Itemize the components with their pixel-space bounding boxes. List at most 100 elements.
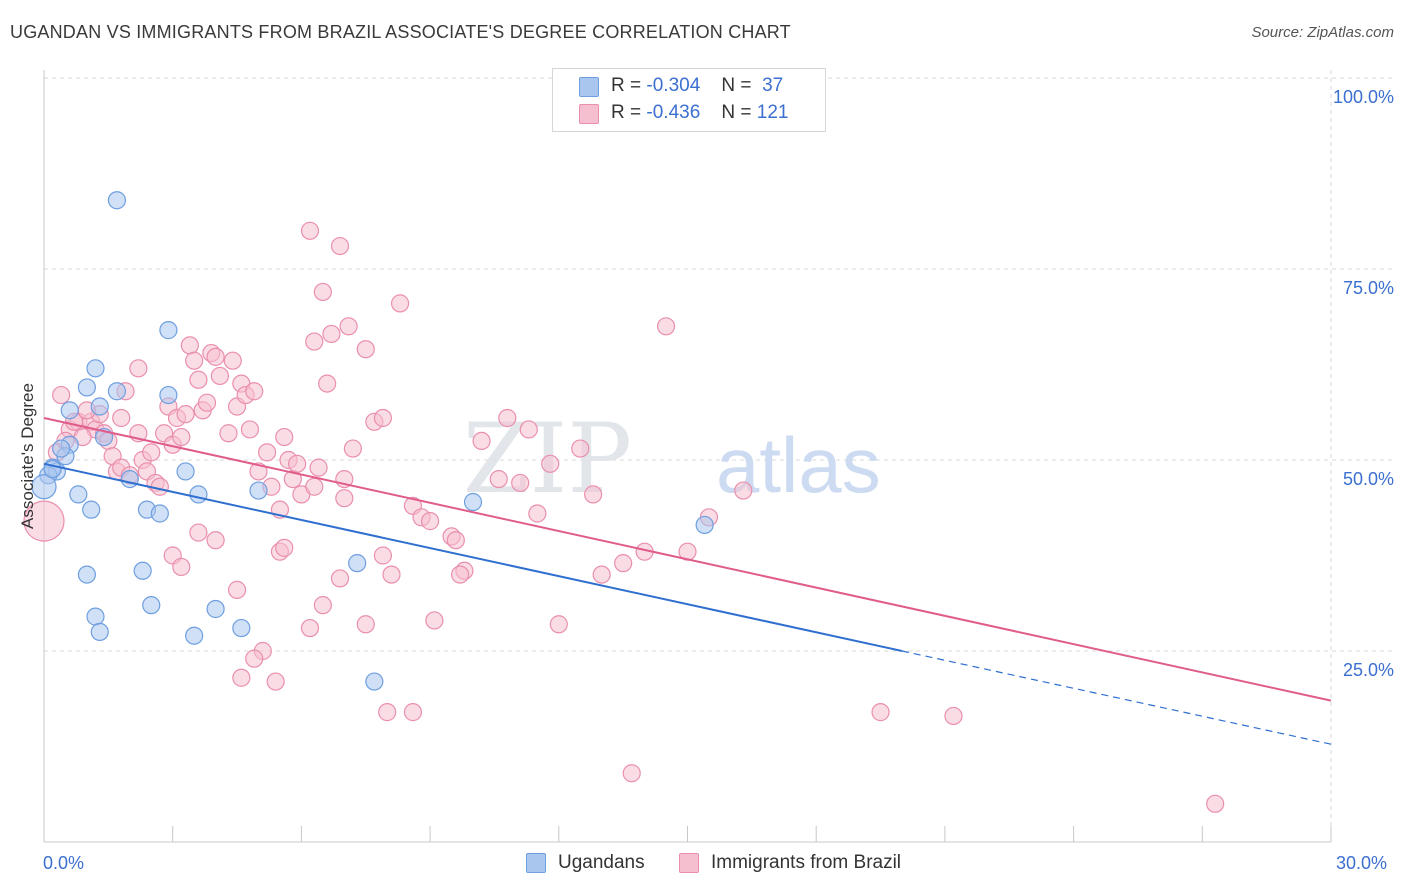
- point-ugandans: [90, 397, 109, 416]
- point-brazil: [227, 580, 247, 599]
- point-brazil: [266, 672, 285, 691]
- point-brazil: [245, 382, 264, 401]
- chart-source: Source: ZipAtlas.com: [1251, 24, 1394, 41]
- point-brazil: [511, 473, 530, 493]
- point-brazil: [373, 408, 393, 428]
- point-ugandans: [90, 622, 109, 642]
- point-brazil: [249, 462, 268, 481]
- point-brazil: [305, 332, 324, 351]
- point-brazil: [944, 706, 963, 726]
- swatch-brazil: [579, 104, 599, 124]
- swatch-ugandans: [579, 77, 599, 97]
- point-brazil: [142, 443, 161, 462]
- point-brazil: [219, 424, 238, 443]
- r-value: -0.436: [646, 102, 701, 123]
- r-label: R =: [611, 75, 642, 96]
- point-brazil: [318, 374, 337, 393]
- point-ugandans: [695, 515, 714, 535]
- point-brazil: [356, 615, 375, 634]
- point-brazil: [519, 420, 538, 439]
- swatch-ugandans: [526, 853, 546, 873]
- legend-label-brazil: Immigrants from Brazil: [711, 852, 902, 873]
- point-brazil: [871, 703, 890, 722]
- point-ugandans: [77, 565, 97, 584]
- point-ugandans: [150, 504, 169, 523]
- point-brazil: [356, 340, 375, 359]
- point-ugandans: [159, 321, 178, 340]
- point-brazil: [549, 615, 568, 634]
- point-brazil: [339, 317, 358, 336]
- point-ugandans: [82, 500, 101, 519]
- point-brazil: [300, 221, 320, 240]
- point-ugandans: [43, 460, 62, 479]
- point-brazil: [172, 557, 191, 577]
- watermark: ZIP atlas: [463, 403, 881, 515]
- point-brazil: [313, 282, 332, 302]
- point-ugandans: [463, 492, 483, 512]
- x-tick-min: 0.0%: [43, 853, 85, 873]
- point-brazil: [373, 546, 393, 565]
- point-ugandans: [86, 607, 105, 626]
- r-label: R =: [611, 102, 642, 123]
- point-ugandans: [189, 485, 208, 504]
- point-brazil: [378, 703, 397, 722]
- point-brazil: [451, 565, 470, 584]
- point-brazil: [425, 611, 444, 630]
- series-legend: Ugandans Immigrants from Brazil: [0, 851, 1406, 881]
- point-brazil: [584, 485, 603, 504]
- point-brazil: [330, 569, 350, 588]
- series-brazil-points: [23, 221, 1225, 813]
- point-brazil: [330, 236, 350, 256]
- point-brazil: [172, 427, 191, 447]
- point-brazil: [343, 439, 362, 458]
- point-brazil: [185, 351, 204, 370]
- n-label: N =: [721, 75, 752, 96]
- y-tick-50: 50.0%: [1342, 469, 1394, 489]
- point-brazil: [257, 443, 277, 462]
- point-brazil: [446, 531, 465, 550]
- point-brazil: [382, 565, 401, 584]
- n-value: 121: [756, 102, 789, 123]
- point-brazil: [421, 512, 440, 531]
- chart-title: UGANDAN VS IMMIGRANTS FROM BRAZIL ASSOCI…: [10, 22, 791, 42]
- r-value: -0.304: [646, 75, 701, 96]
- point-brazil: [275, 427, 294, 447]
- point-ugandans: [77, 378, 97, 397]
- point-brazil: [206, 347, 225, 366]
- series-ugandans-points: [31, 191, 714, 691]
- point-brazil: [541, 454, 560, 473]
- point-ugandans: [185, 626, 204, 645]
- point-brazil: [129, 359, 148, 378]
- point-ugandans: [206, 599, 225, 619]
- point-brazil: [322, 324, 341, 344]
- n-label: N =: [721, 102, 752, 123]
- point-ugandans: [159, 385, 178, 405]
- point-brazil: [498, 408, 517, 428]
- point-brazil: [245, 649, 264, 668]
- point-brazil: [232, 668, 251, 687]
- point-ugandans: [348, 554, 367, 573]
- point-brazil: [223, 351, 242, 370]
- point-ugandans: [232, 618, 251, 638]
- point-brazil: [112, 408, 131, 428]
- point-brazil: [300, 618, 320, 638]
- point-ugandans: [86, 359, 105, 378]
- point-ugandans: [249, 481, 268, 500]
- point-brazil: [288, 454, 307, 473]
- point-brazil: [614, 554, 633, 573]
- n-value: 37: [762, 75, 784, 96]
- point-brazil: [52, 385, 71, 405]
- point-brazil: [313, 596, 332, 615]
- point-brazil: [592, 565, 611, 584]
- trend-lines: [43, 417, 1332, 745]
- point-brazil: [180, 336, 199, 355]
- point-ugandans: [60, 401, 79, 420]
- point-brazil: [240, 420, 260, 439]
- point-brazil: [489, 470, 508, 489]
- y-tick-75: 75.0%: [1342, 278, 1394, 298]
- point-ugandans: [31, 474, 57, 500]
- point-brazil: [305, 477, 324, 496]
- point-brazil: [189, 370, 208, 389]
- point-brazil: [23, 500, 65, 542]
